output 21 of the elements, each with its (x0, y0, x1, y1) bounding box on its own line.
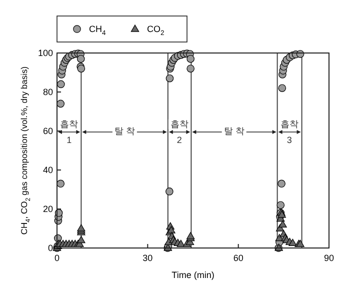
annotation: 흡착 (60, 119, 78, 130)
annotation: 흡착 (170, 119, 188, 130)
y-tick-label: 60 (42, 126, 53, 136)
y-tick-label: 20 (42, 204, 53, 214)
annotation: 2 (176, 134, 182, 145)
x-tick-label: 30 (142, 253, 153, 263)
annotation: 1 (66, 134, 72, 145)
x-tick-label: 90 (324, 253, 334, 263)
x-tick-label: 60 (233, 253, 244, 263)
legend-label: CO$_{2}$ (147, 24, 164, 37)
y-tick-label: 100 (38, 48, 53, 58)
x-axis-title: Time (min) (172, 270, 214, 280)
annotation: 3 (286, 134, 292, 145)
legend-label: CH$_{4}$ (89, 24, 106, 37)
annotation: 흡착 (280, 119, 298, 130)
annotation: 탈 착 (114, 126, 135, 136)
annotation: 탈 착 (224, 126, 244, 136)
y-tick-label: 0 (48, 243, 53, 253)
y-tick-label: 80 (42, 87, 53, 97)
y-tick-label: 40 (42, 165, 53, 175)
x-tick-label: 0 (54, 253, 60, 263)
